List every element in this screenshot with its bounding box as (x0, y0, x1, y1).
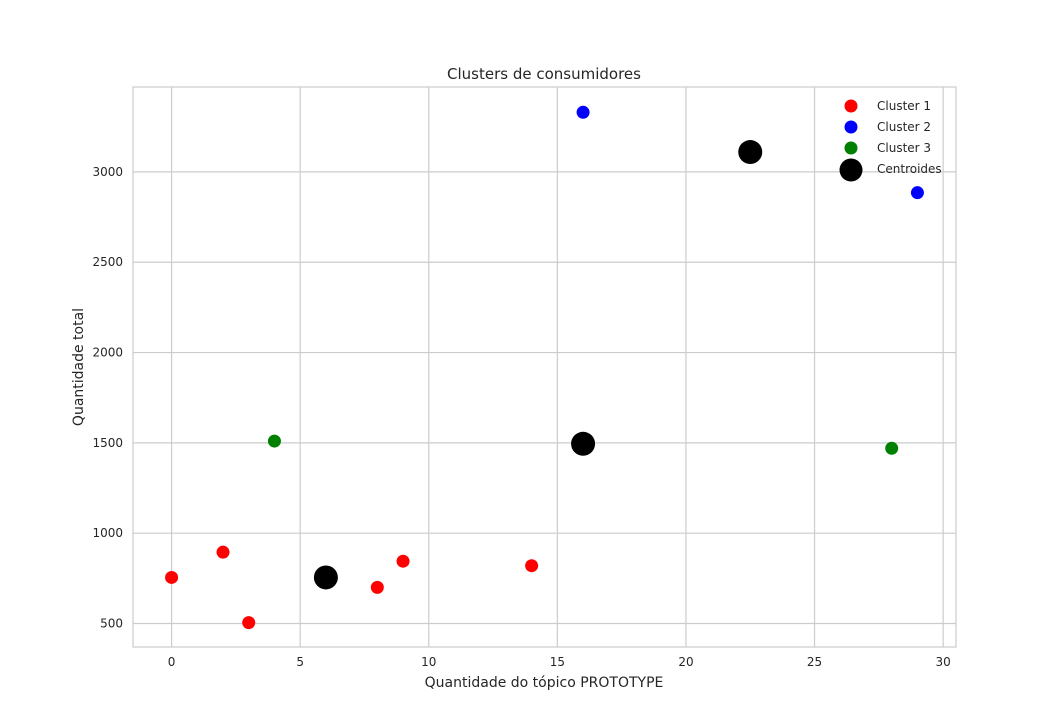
x-tick-label: 0 (168, 655, 176, 669)
cluster-1-point (396, 554, 410, 568)
grid (133, 87, 956, 647)
plot-frame (132, 86, 957, 648)
legend-marker-cluster-2 (844, 120, 858, 134)
x-tick-label: 5 (296, 655, 304, 669)
y-tick-label: 1000 (92, 526, 123, 540)
centroides-point (738, 140, 763, 165)
legend-label-cluster-3: Cluster 3 (877, 141, 931, 155)
cluster-2-point (910, 186, 924, 200)
y-axis-ticks: 500 1000 1500 2000 2500 3000 (92, 165, 123, 631)
cluster-1-point (165, 570, 179, 584)
legend-marker-cluster-1 (844, 99, 858, 113)
cluster-1-point (216, 545, 230, 559)
y-axis-label: Quantidade total (71, 308, 87, 426)
cluster-1-point (525, 559, 539, 573)
cluster-2-point (576, 105, 590, 119)
centroides-point (313, 565, 338, 590)
cluster-3-point (267, 434, 281, 448)
legend-label-cluster-2: Cluster 2 (877, 120, 931, 134)
x-tick-label: 10 (421, 655, 436, 669)
y-tick-label: 2000 (92, 346, 123, 360)
legend-marker-cluster-3 (844, 141, 858, 155)
cluster-3-point (885, 441, 899, 455)
scatter-points (165, 105, 924, 630)
y-tick-label: 2500 (92, 255, 123, 269)
x-tick-label: 20 (678, 655, 693, 669)
legend-label-cluster-1: Cluster 1 (877, 99, 931, 113)
chart-title: Clusters de consumidores (447, 65, 641, 83)
x-tick-label: 25 (807, 655, 822, 669)
legend-marker-centroides (839, 158, 863, 182)
y-tick-label: 500 (100, 617, 123, 631)
x-tick-label: 15 (550, 655, 565, 669)
cluster-1-point (242, 616, 256, 630)
y-tick-label: 1500 (92, 436, 123, 450)
x-axis-ticks: 0 5 10 15 20 25 30 (168, 655, 951, 669)
cluster-1-point (370, 580, 384, 594)
legend: Cluster 1 Cluster 2 Cluster 3 Centroides (839, 99, 942, 182)
x-axis-label: Quantidade do tópico PROTOTYPE (425, 675, 664, 691)
y-tick-label: 3000 (92, 165, 123, 179)
legend-label-centroides: Centroides (877, 162, 942, 176)
x-tick-label: 30 (936, 655, 951, 669)
centroides-point (571, 431, 596, 456)
